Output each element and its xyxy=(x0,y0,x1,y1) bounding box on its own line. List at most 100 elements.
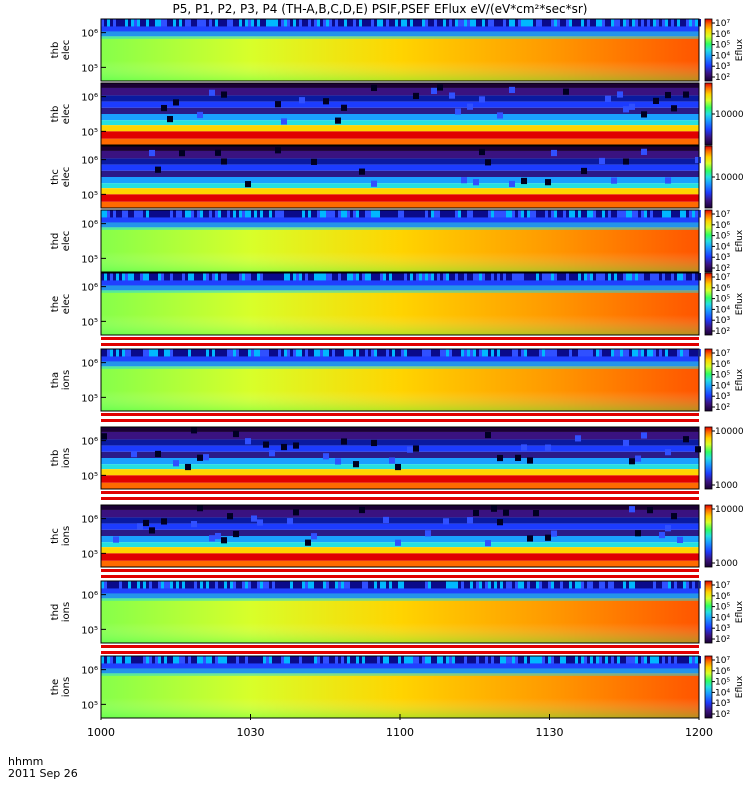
noise-pixel xyxy=(440,210,443,217)
noise-pixel xyxy=(116,581,119,588)
noise-pixel xyxy=(497,519,503,525)
noise-pixel xyxy=(200,273,203,280)
noise-pixel xyxy=(209,656,212,663)
noise-pixel xyxy=(491,581,494,588)
noise-pixel xyxy=(332,349,335,356)
noise-pixel xyxy=(617,656,620,663)
noise-pixel xyxy=(266,19,269,26)
noise-pixel xyxy=(623,273,626,280)
colorbar-tick-label: 10⁷ xyxy=(715,273,730,283)
noise-pixel xyxy=(221,210,224,217)
spectrogram-band xyxy=(101,517,699,523)
noise-pixel xyxy=(305,581,308,588)
noise-pixel xyxy=(521,656,524,663)
noise-pixel xyxy=(497,656,500,663)
y-tick-label: 10⁶ xyxy=(81,220,98,231)
spectrogram-band xyxy=(101,483,699,489)
noise-pixel xyxy=(602,210,605,217)
colorbar-tick-label: 10⁷ xyxy=(715,19,730,29)
noise-pixel xyxy=(365,656,368,663)
noise-pixel xyxy=(326,656,329,663)
noise-pixel xyxy=(584,656,587,663)
noise-pixel xyxy=(245,210,248,217)
noise-pixel xyxy=(623,19,626,26)
noise-pixel xyxy=(380,19,383,26)
panel-label-species: ions xyxy=(61,677,72,697)
noise-pixel xyxy=(533,349,536,356)
noise-pixel xyxy=(197,112,203,118)
noise-pixel xyxy=(245,581,248,588)
noise-pixel xyxy=(488,19,491,26)
noise-pixel xyxy=(206,273,209,280)
noise-pixel xyxy=(596,349,599,356)
noise-pixel xyxy=(503,349,506,356)
noise-pixel xyxy=(578,656,581,663)
noise-pixel xyxy=(359,19,362,26)
noise-pixel xyxy=(590,581,593,588)
noise-pixel xyxy=(626,581,629,588)
noise-pixel xyxy=(329,349,332,356)
noise-pixel xyxy=(611,349,614,356)
noise-pixel xyxy=(140,19,143,26)
noise-pixel xyxy=(467,19,470,26)
noise-pixel xyxy=(254,19,257,26)
noise-pixel xyxy=(446,349,449,356)
noise-pixel xyxy=(254,349,257,356)
noise-pixel xyxy=(119,19,122,26)
noise-pixel xyxy=(494,19,497,26)
noise-pixel xyxy=(653,656,656,663)
noise-pixel xyxy=(260,656,263,663)
noise-pixel xyxy=(374,19,377,26)
noise-pixel xyxy=(209,90,215,96)
noise-pixel xyxy=(161,656,164,663)
noise-pixel xyxy=(494,210,497,217)
colorbar-tick-label: 10⁵ xyxy=(715,295,730,305)
noise-pixel xyxy=(395,656,398,663)
noise-pixel xyxy=(209,535,215,541)
noise-pixel xyxy=(149,349,152,356)
noise-pixel xyxy=(113,273,116,280)
data-gap-stripe xyxy=(101,645,699,648)
noise-pixel xyxy=(422,273,425,280)
noise-pixel xyxy=(671,581,674,588)
noise-pixel xyxy=(272,656,275,663)
noise-pixel xyxy=(404,581,407,588)
noise-pixel xyxy=(398,581,401,588)
noise-pixel xyxy=(572,273,575,280)
noise-pixel xyxy=(254,581,257,588)
noise-pixel xyxy=(233,431,239,437)
noise-pixel xyxy=(611,581,614,588)
noise-pixel xyxy=(638,581,641,588)
colorbar-label: Eflux xyxy=(735,229,745,252)
noise-pixel xyxy=(617,91,623,97)
noise-pixel xyxy=(569,273,572,280)
noise-pixel xyxy=(236,273,239,280)
noise-pixel xyxy=(527,19,530,26)
colorbar-label: Eflux xyxy=(735,38,745,61)
colorbar xyxy=(705,656,712,718)
noise-pixel xyxy=(350,581,353,588)
noise-pixel xyxy=(632,210,635,217)
noise-pixel xyxy=(149,273,152,280)
noise-pixel xyxy=(620,273,623,280)
data-gap-stripe xyxy=(101,413,699,416)
noise-pixel xyxy=(257,581,260,588)
noise-pixel xyxy=(434,19,437,26)
noise-pixel xyxy=(221,537,227,543)
noise-pixel xyxy=(296,581,299,588)
noise-pixel xyxy=(584,273,587,280)
spectrogram-band xyxy=(101,553,699,560)
y-tick-label: 10⁶ xyxy=(81,93,98,104)
noise-pixel xyxy=(350,656,353,663)
noise-pixel xyxy=(266,210,269,217)
data-gap-stripe xyxy=(101,569,699,572)
noise-pixel xyxy=(479,96,485,102)
noise-pixel xyxy=(542,581,545,588)
noise-pixel xyxy=(584,19,587,26)
noise-pixel xyxy=(185,19,188,26)
noise-pixel xyxy=(107,210,110,217)
noise-pixel xyxy=(281,656,284,663)
noise-pixel xyxy=(131,349,134,356)
noise-pixel xyxy=(647,349,650,356)
noise-pixel xyxy=(665,92,671,98)
